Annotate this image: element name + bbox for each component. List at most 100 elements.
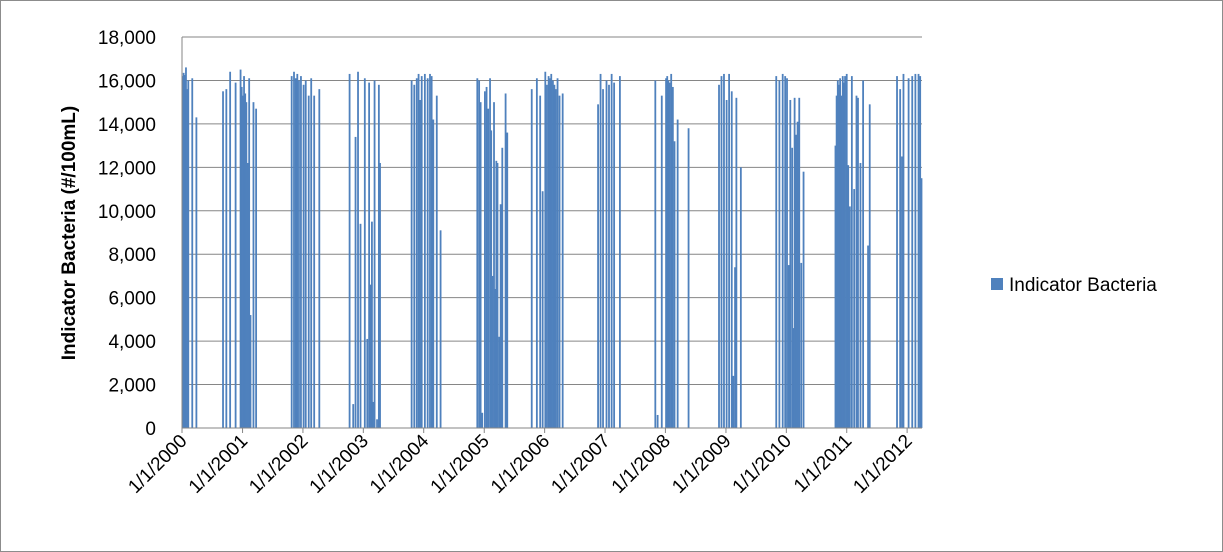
data-bar <box>539 95 542 429</box>
data-bar <box>775 76 778 428</box>
data-bar <box>495 160 498 429</box>
data-bar <box>554 89 557 428</box>
data-bar <box>249 315 252 428</box>
data-bar <box>739 167 742 429</box>
data-bar <box>313 95 316 429</box>
y-tick-label: 2,000 <box>108 376 156 397</box>
x-tick-label: 1/1/2006 <box>487 431 554 498</box>
data-bar <box>499 204 502 428</box>
data-bar <box>498 336 501 428</box>
x-tick-label: 1/1/2012 <box>849 431 916 498</box>
data-bar <box>859 162 862 428</box>
data-bar <box>248 78 251 429</box>
data-bar <box>734 267 736 428</box>
data-bars <box>182 67 923 429</box>
data-bar <box>302 84 305 429</box>
y-tick-label: 4,000 <box>108 332 156 353</box>
data-bar <box>605 80 608 428</box>
data-bar <box>348 73 351 428</box>
data-bar <box>484 91 486 429</box>
data-bar <box>911 76 914 428</box>
data-bar <box>252 102 255 429</box>
data-bar <box>608 84 610 429</box>
data-bar <box>907 78 910 429</box>
data-bar <box>666 76 669 428</box>
x-tick-label: 1/1/2000 <box>124 431 191 498</box>
data-bar <box>845 73 848 428</box>
data-bar <box>720 76 723 428</box>
y-tick-label: 16,000 <box>98 71 156 92</box>
data-bar <box>293 71 295 428</box>
data-bar <box>426 78 429 429</box>
data-bar <box>296 73 299 428</box>
data-bar <box>368 82 371 428</box>
data-bar <box>553 84 556 429</box>
data-bar <box>234 82 237 428</box>
data-bar <box>558 95 561 429</box>
data-bar <box>732 375 735 428</box>
data-bar <box>868 104 871 428</box>
data-bar <box>429 73 431 428</box>
data-bar <box>847 165 850 428</box>
data-bar <box>676 119 679 429</box>
data-bar <box>862 80 865 428</box>
data-bar <box>730 91 733 429</box>
data-bar <box>535 78 538 429</box>
data-bar <box>778 80 781 428</box>
data-bar <box>673 141 676 428</box>
data-bar <box>310 78 313 429</box>
data-bar <box>191 78 194 429</box>
data-bar <box>613 82 616 428</box>
data-bar <box>225 89 228 428</box>
data-bar <box>478 80 481 428</box>
x-tick-label: 1/1/2003 <box>306 431 373 498</box>
data-bar <box>791 147 794 429</box>
data-bar <box>843 82 845 428</box>
data-bar <box>244 93 247 428</box>
data-bar <box>902 73 905 428</box>
data-bar <box>544 71 547 428</box>
data-bar <box>619 76 621 428</box>
data-bar <box>504 93 507 428</box>
data-bar <box>671 86 674 428</box>
data-bar <box>599 73 602 428</box>
data-bar <box>839 78 842 429</box>
data-bar <box>187 80 190 428</box>
data-bar <box>229 71 232 428</box>
x-tick-label: 1/1/2010 <box>729 431 796 498</box>
data-bar <box>548 78 551 429</box>
data-bar <box>795 134 798 428</box>
y-tick-label: 14,000 <box>98 115 156 136</box>
data-bar <box>552 80 554 428</box>
x-tick-label: 1/1/2009 <box>668 431 735 498</box>
data-bar <box>479 102 482 429</box>
y-tick-label: 12,000 <box>98 158 156 179</box>
data-bar <box>798 97 801 429</box>
data-bar <box>541 191 544 428</box>
data-bar <box>855 95 858 429</box>
data-bar <box>304 80 307 428</box>
data-bar <box>376 419 378 428</box>
data-bar <box>307 95 310 429</box>
data-bar <box>354 136 357 428</box>
data-bar <box>667 80 670 428</box>
data-bar <box>735 97 738 429</box>
data-bar <box>725 99 728 428</box>
data-bar <box>796 121 799 428</box>
data-bar <box>372 401 374 428</box>
data-bar <box>485 86 488 428</box>
data-bar <box>668 82 671 428</box>
data-bar <box>300 76 302 428</box>
data-bar <box>561 93 564 428</box>
y-tick-label: 18,000 <box>98 28 156 49</box>
data-bar <box>899 89 902 428</box>
data-bar <box>917 73 920 428</box>
data-bar <box>896 76 898 428</box>
data-bar <box>848 206 851 428</box>
y-tick-label: 6,000 <box>108 289 156 310</box>
data-bar <box>432 119 435 429</box>
x-tick-label: 1/1/2007 <box>547 431 614 498</box>
data-bar <box>318 89 321 428</box>
data-bar <box>430 76 433 428</box>
